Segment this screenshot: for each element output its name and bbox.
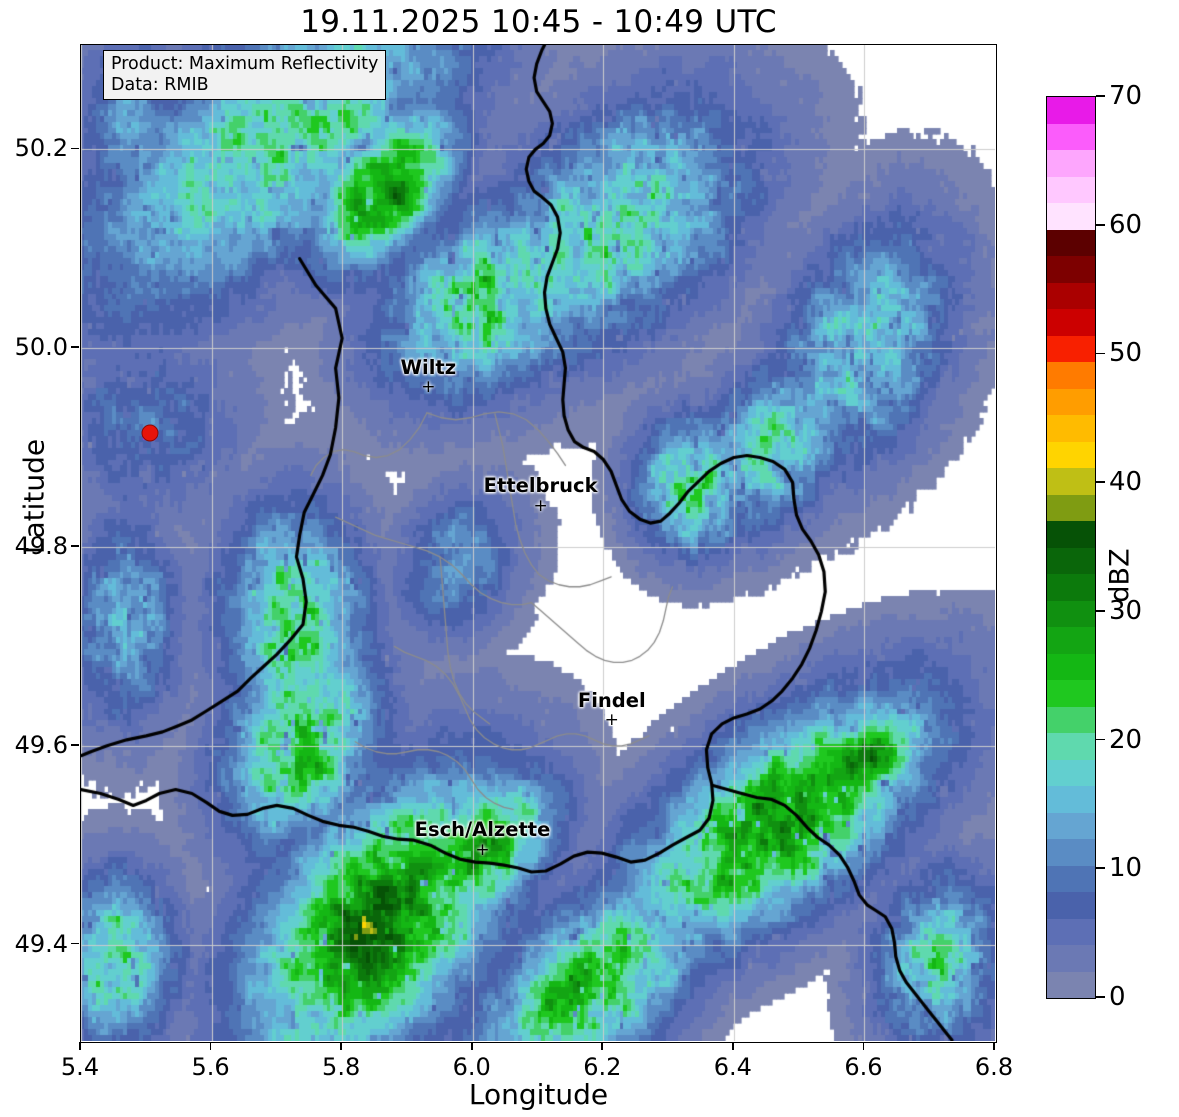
x-tick-label: 6.8	[974, 1053, 1014, 1081]
y-axis-title: Latitude	[17, 438, 51, 555]
colorbar-tick	[1096, 867, 1105, 870]
x-tick	[340, 1041, 342, 1050]
x-tick	[862, 1041, 865, 1050]
colorbar-band	[1047, 176, 1095, 203]
map-borders-and-grid-layer	[81, 45, 995, 1041]
x-tick-label: 5.8	[322, 1053, 361, 1081]
colorbar-band	[1047, 494, 1095, 521]
x-tick	[993, 1041, 995, 1050]
colorbar-band	[1047, 362, 1095, 389]
colorbar-band	[1047, 282, 1095, 309]
colorbar-band	[1047, 521, 1095, 548]
colorbar-band	[1047, 203, 1095, 230]
colorbar-band	[1047, 733, 1095, 760]
colorbar-band	[1047, 759, 1095, 786]
y-tick-label: 49.4	[14, 929, 68, 958]
x-tick	[601, 1041, 604, 1050]
data-source-label: Data: RMIB	[111, 74, 209, 95]
colorbar-tick-label: 60	[1109, 209, 1143, 240]
x-tick	[209, 1041, 212, 1050]
x-tick-label: 5.6	[191, 1053, 230, 1081]
colorbar-tick-label: 40	[1109, 467, 1143, 498]
x-tick	[732, 1041, 734, 1050]
colorbar-band	[1047, 812, 1095, 839]
colorbar-band	[1047, 335, 1095, 362]
colorbar-band	[1047, 680, 1095, 707]
colorbar-tick	[1096, 610, 1105, 612]
colorbar-band	[1047, 256, 1095, 283]
colorbar-tick-label: 0	[1109, 982, 1126, 1012]
y-tick	[71, 346, 79, 348]
radar-site-marker	[141, 424, 159, 442]
colorbar-band	[1047, 574, 1095, 601]
colorbar-band	[1047, 309, 1095, 336]
y-tick	[71, 545, 79, 547]
y-tick	[71, 743, 79, 746]
x-tick	[79, 1041, 81, 1050]
colorbar-tick	[1096, 223, 1105, 226]
y-tick-label: 49.6	[14, 730, 68, 759]
colorbar-title: dBZ	[1104, 548, 1136, 603]
colorbar-band	[1047, 415, 1095, 442]
colorbar-tick	[1096, 481, 1105, 483]
colorbar-band	[1047, 547, 1095, 574]
colorbar-tick-label: 30	[1109, 595, 1143, 626]
colorbar-band	[1047, 468, 1095, 495]
x-tick	[470, 1041, 473, 1050]
colorbar-tick-label: 10	[1109, 853, 1143, 884]
colorbar-band	[1047, 892, 1095, 919]
y-tick-label: 49.8	[14, 531, 68, 560]
chart-title: 19.11.2025 10:45 - 10:49 UTC	[300, 4, 777, 40]
colorbar-tick	[1096, 95, 1105, 97]
colorbar-tick-label: 50	[1109, 338, 1143, 369]
colorbar	[1046, 96, 1096, 999]
colorbar-band	[1047, 600, 1095, 627]
colorbar-band	[1047, 971, 1095, 998]
radar-plot-area[interactable]: Product: Maximum Reflectivity Data: RMIB…	[80, 44, 997, 1043]
x-tick-label: 6.4	[713, 1053, 752, 1081]
colorbar-tick-label: 20	[1109, 724, 1143, 755]
x-tick-label: 5.4	[60, 1053, 100, 1081]
colorbar-band	[1047, 97, 1095, 124]
colorbar-tick-label: 70	[1109, 81, 1143, 111]
x-tick-label: 6.6	[844, 1053, 883, 1081]
colorbar-band	[1047, 918, 1095, 945]
colorbar-band	[1047, 441, 1095, 468]
y-tick	[71, 147, 79, 150]
colorbar-band	[1047, 150, 1095, 177]
product-label: Product: Maximum Reflectivity	[111, 54, 379, 74]
colorbar-tick	[1096, 352, 1105, 355]
colorbar-tick	[1096, 996, 1105, 998]
colorbar-band	[1047, 653, 1095, 680]
x-axis-title: Longitude	[468, 1078, 609, 1111]
colorbar-band	[1047, 229, 1095, 256]
colorbar-band	[1047, 123, 1095, 150]
colorbar-band	[1047, 945, 1095, 972]
product-info-box: Product: Maximum Reflectivity Data: RMIB	[103, 50, 387, 101]
y-tick-label: 50.2	[14, 134, 68, 163]
y-tick	[71, 942, 79, 945]
y-tick-label: 50.0	[14, 333, 68, 362]
colorbar-band	[1047, 706, 1095, 733]
colorbar-band	[1047, 865, 1095, 892]
x-tick-label: 6.2	[583, 1053, 622, 1081]
colorbar-band	[1047, 839, 1095, 866]
colorbar-tick	[1096, 738, 1105, 741]
colorbar-band	[1047, 786, 1095, 813]
colorbar-band	[1047, 627, 1095, 654]
colorbar-band	[1047, 388, 1095, 415]
x-tick-label: 6.0	[452, 1053, 491, 1081]
